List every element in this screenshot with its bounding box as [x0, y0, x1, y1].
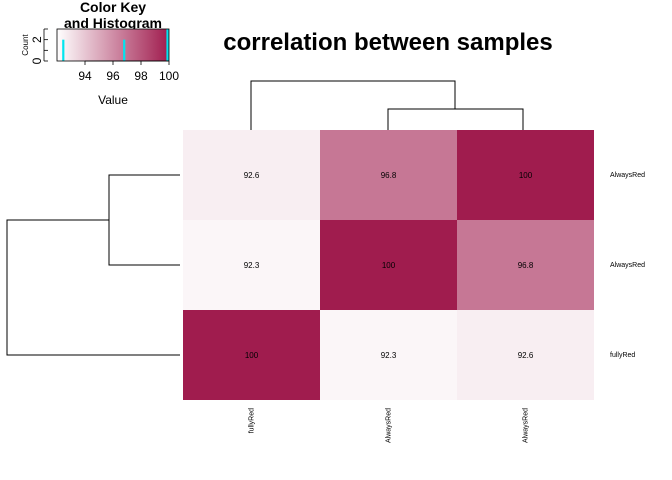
x-tick-label: 100 — [159, 69, 179, 83]
heatmap-cell — [183, 130, 320, 220]
y-tick-label: 0 — [30, 57, 44, 64]
heatmap-column-labels: fullyRed AlwaysRed AlwaysRed — [249, 408, 530, 443]
column-dendrogram-outer-branch — [250, 80, 456, 130]
heatmap-cell-label: 92.6 — [244, 171, 260, 180]
x-tick-label: 94 — [78, 69, 92, 83]
row-dendrogram — [6, 174, 180, 356]
heatmap-cell — [320, 310, 457, 400]
color-key-y-axis: 02 — [30, 28, 48, 64]
x-tick-label: 98 — [134, 69, 148, 83]
heatmap-cell — [457, 220, 594, 310]
heatmap-row-labels: AlwaysRed AlwaysRed fullyRed — [610, 172, 645, 359]
row-dendrogram-outer-branch — [6, 219, 180, 356]
heatmap-cell — [320, 130, 457, 220]
color-key: Color Key and Histogram 02 Count 94 96 98 1… — [21, 0, 179, 107]
heatmap-cell-label: 92.3 — [244, 261, 260, 270]
heatmap-cells — [183, 130, 594, 400]
heatmap-cell-label: 100 — [245, 351, 259, 360]
column-label: fullyRed — [249, 408, 256, 433]
heatmap-cell — [183, 220, 320, 310]
color-key-x-axis: 94 96 98 100 — [78, 60, 179, 83]
color-key-title-line2: and Histogram — [64, 15, 162, 31]
heatmap-cell-label: 96.8 — [518, 261, 534, 270]
row-label: AlwaysRed — [610, 172, 645, 179]
row-label: fullyRed — [610, 352, 635, 359]
color-key-title-line1: Color Key — [80, 0, 146, 15]
color-key-gradient — [57, 29, 169, 61]
color-key-histogram — [62, 29, 169, 61]
heatmap-cell — [183, 310, 320, 400]
heatmap-cell-label: 100 — [382, 261, 396, 270]
color-key-y-label: Count — [21, 34, 30, 56]
heatmap-cell — [457, 310, 594, 400]
y-tick-label: 2 — [30, 36, 44, 43]
heatmap-cell-label: 92.3 — [381, 351, 397, 360]
heatmap-cell — [457, 130, 594, 220]
color-key-x-label: Value — [98, 93, 128, 107]
row-label: AlwaysRed — [610, 262, 645, 269]
column-label: AlwaysRed — [386, 408, 393, 443]
column-dendrogram-inner-branch — [387, 108, 524, 130]
heatmap-cell-label: 92.6 — [518, 351, 534, 360]
row-dendrogram-inner-branch — [108, 174, 180, 266]
x-tick-label: 96 — [106, 69, 120, 83]
heatmap-cell — [320, 220, 457, 310]
heatmap-cell-label: 96.8 — [381, 171, 397, 180]
heatmap-cell-labels: 92.6 96.8 100 92.3 100 96.8 100 92.3 92.6 — [244, 171, 534, 360]
heatmap-cell-label: 100 — [519, 171, 533, 180]
chart-title: correlation between samples — [223, 29, 552, 56]
column-label: AlwaysRed — [523, 408, 530, 443]
column-dendrogram — [250, 80, 524, 130]
